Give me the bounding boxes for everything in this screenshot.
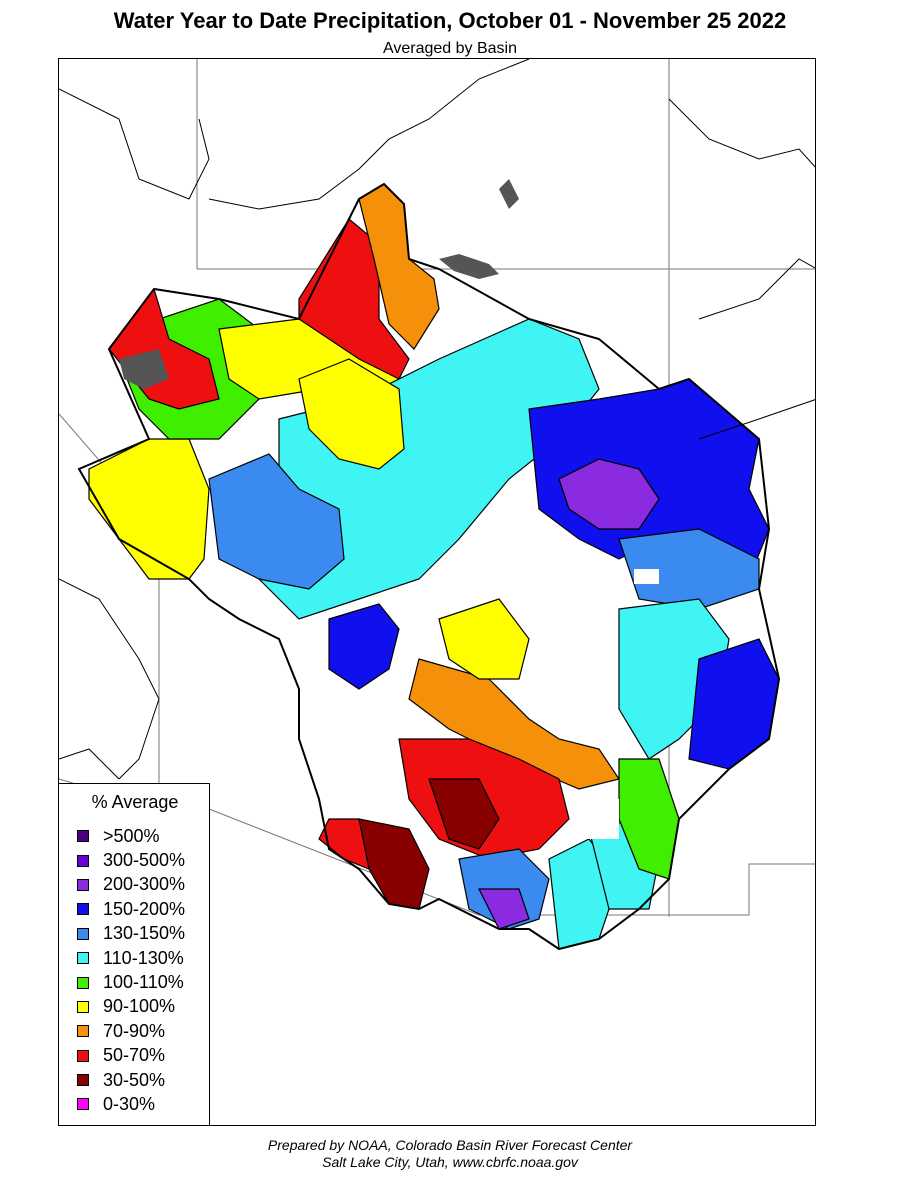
- legend-item: 90-100%: [77, 995, 185, 1019]
- legend-item: 0-30%: [77, 1092, 185, 1116]
- hole-2: [634, 569, 659, 584]
- legend-swatch: [77, 1098, 89, 1111]
- lake-great-salt: [119, 349, 169, 389]
- legend-box: % Average >500% 300-500% 200-300% 150-20…: [58, 783, 210, 1126]
- legend-label: 50-70%: [103, 1045, 166, 1066]
- basin-se-blue: [688, 638, 780, 770]
- legend-item: 110-130%: [77, 946, 185, 970]
- basin-sw-darkred: [358, 818, 430, 910]
- legend-label: 90-100%: [103, 996, 176, 1017]
- state-lines: [59, 59, 815, 917]
- legend-label: >500%: [103, 825, 160, 846]
- basin-east-purple: [558, 458, 660, 530]
- outside-context-lines: [59, 59, 815, 780]
- map-title: Water Year to Date Precipitation, Octobe…: [113, 8, 787, 33]
- legend-item: >500%: [77, 824, 185, 848]
- legend-swatch: [77, 927, 89, 940]
- legend-swatch: [77, 830, 89, 843]
- legend-label: 70-90%: [103, 1020, 166, 1041]
- legend-swatch: [77, 903, 89, 916]
- basin-sw-red: [318, 818, 370, 870]
- legend-item: 300-500%: [77, 848, 185, 872]
- legend-label: 100-110%: [103, 972, 184, 993]
- legend-item: 70-90%: [77, 1019, 185, 1043]
- credit-line-2: Salt Lake City, Utah, www.cbrfc.noaa.gov: [322, 1154, 578, 1170]
- legend-swatch: [77, 854, 89, 867]
- basin-outlines: [77, 182, 781, 951]
- legend-swatch: [77, 1074, 89, 1087]
- basin-south-darkred: [428, 778, 500, 850]
- hole-3: [579, 799, 619, 839]
- basin-central-green: [298, 358, 405, 470]
- legend-label: 30-50%: [103, 1069, 166, 1090]
- legend-item: 150-200%: [77, 897, 185, 921]
- legend-swatch: [77, 1049, 89, 1062]
- legend-label: 300-500%: [103, 850, 186, 871]
- legend-title: % Average: [91, 792, 179, 812]
- legend-item: 100-110%: [77, 970, 185, 994]
- precipitation-map: [59, 59, 815, 951]
- legend-list: >500% 300-500% 200-300% 150-200% 130-150…: [77, 824, 185, 1117]
- legend-label: 200-300%: [103, 874, 186, 895]
- hole-1: [529, 539, 549, 559]
- credit-block: Prepared by NOAA, Colorado Basin River F…: [0, 1137, 900, 1171]
- basin-central-cyan: [258, 318, 600, 620]
- legend-label: 150-200%: [103, 898, 186, 919]
- basin-sw-blue: [328, 603, 400, 690]
- basin-south-purple: [478, 888, 530, 930]
- legend-item: 130-150%: [77, 922, 185, 946]
- map-subtitle: Averaged by Basin: [382, 40, 517, 57]
- basin-west-blue: [208, 453, 345, 590]
- legend-item: 30-50%: [77, 1068, 185, 1092]
- legend-label: 0-30%: [103, 1093, 156, 1114]
- basin-mid-yellow: [438, 598, 530, 680]
- basin-fills: [88, 183, 780, 950]
- credit-line-1: Prepared by NOAA, Colorado Basin River F…: [267, 1137, 633, 1153]
- lake-powell: [439, 254, 499, 279]
- legend-label: 130-150%: [103, 923, 186, 944]
- legend-swatch: [77, 952, 89, 965]
- legend-label: 110-130%: [103, 947, 184, 968]
- legend-swatch: [77, 878, 89, 891]
- legend-swatch: [77, 1025, 89, 1038]
- lake-fontenelle: [499, 179, 519, 209]
- legend-item: 200-300%: [77, 873, 185, 897]
- legend-swatch: [77, 976, 89, 989]
- legend-item: 50-70%: [77, 1044, 185, 1068]
- legend-swatch: [77, 1000, 89, 1013]
- lakes: [119, 179, 519, 389]
- basin-western-yellow: [88, 438, 210, 580]
